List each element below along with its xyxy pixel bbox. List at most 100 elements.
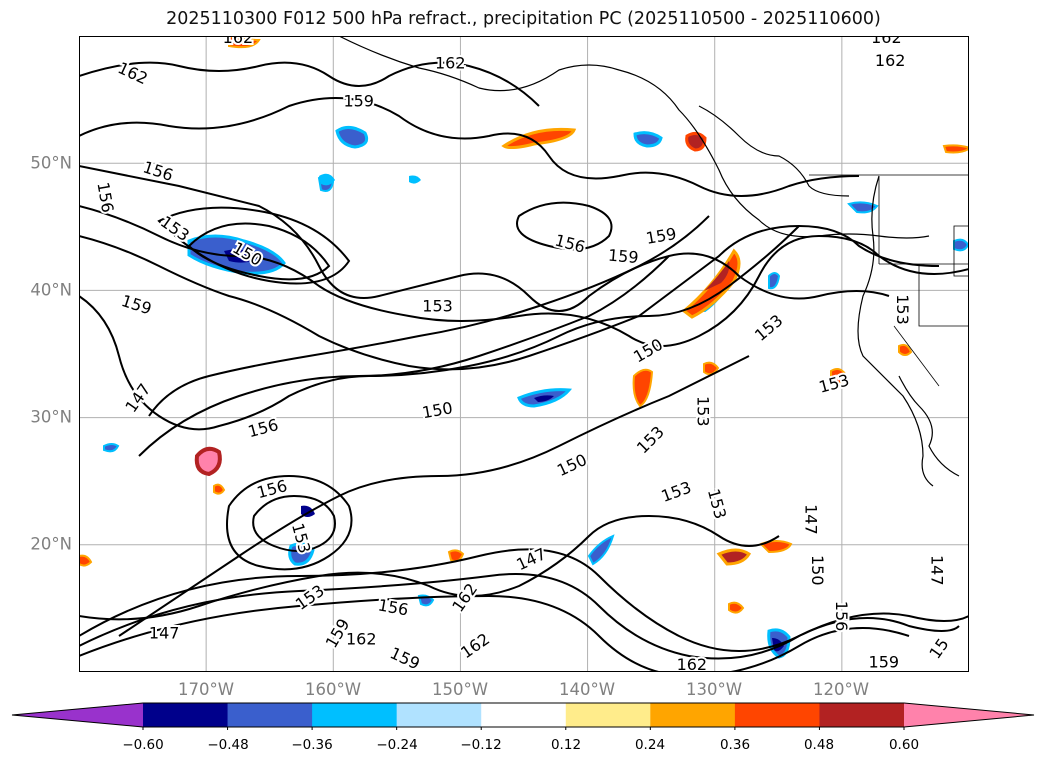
contour-156-loop [226, 474, 353, 571]
svg-text:153: 153 [633, 422, 668, 457]
contour-label: 150 [806, 553, 829, 588]
contour-150 [79, 224, 940, 371]
contour-label: 162 [221, 36, 256, 49]
contour-labels: 162 162 162 162 162 159 156 156 153 150 159 156 159 1… [91, 36, 954, 672]
lon-label-170w: 170°W [177, 680, 235, 699]
state-border [893, 325, 940, 387]
colorbar-min-arrow [12, 703, 143, 727]
colorbar-segment [143, 703, 229, 727]
svg-text:150: 150 [421, 398, 454, 422]
precip-pos-blob [501, 127, 577, 150]
alaska-coast [338, 36, 930, 239]
colorbar-tick: 0.48 [803, 737, 835, 753]
lon-label-150w: 150°W [431, 680, 489, 699]
precip-pos-blob [685, 131, 707, 152]
precip-pos-blob [79, 554, 93, 567]
svg-text:159: 159 [119, 291, 154, 319]
colorbar-segment [819, 703, 905, 727]
contour-label: 156 [375, 593, 412, 621]
svg-text:162: 162 [346, 630, 377, 649]
precip-pos-blob [228, 36, 261, 49]
contour-label: 156 [551, 229, 589, 259]
colorbar-tick: −0.24 [376, 737, 418, 753]
svg-text:153: 153 [422, 296, 453, 315]
contour-label: 162 [446, 578, 483, 618]
contour-159-south [79, 573, 960, 660]
contour-150 [118, 355, 750, 637]
svg-text:162: 162 [677, 655, 708, 672]
svg-text:147: 147 [149, 623, 180, 642]
colorbar [11, 702, 1035, 730]
us-west-coast [857, 175, 934, 487]
svg-text:153: 153 [893, 294, 912, 325]
svg-text:156: 156 [246, 415, 280, 441]
precip-pos-blob [703, 361, 720, 376]
contour-label: 147 [147, 621, 182, 644]
contour-label: 153 [692, 394, 715, 429]
contour-label: 147 [925, 553, 948, 588]
colorbar-tick: 0.24 [634, 737, 666, 753]
colorbar-segment [481, 703, 567, 727]
map-canvas[interactable]: 162 162 162 162 162 159 156 156 153 150 159 156 159 1… [79, 36, 969, 672]
svg-text:156: 156 [553, 231, 587, 257]
contour-153-loop [157, 206, 351, 285]
precip-neg-blob [103, 443, 120, 453]
precip-neg-blob [633, 131, 663, 148]
colorbar-tick: −0.12 [460, 737, 502, 753]
contour-162 [79, 61, 540, 107]
state-border [953, 225, 969, 277]
contour-label: 153 [420, 294, 455, 317]
svg-text:147: 147 [927, 555, 946, 586]
precip-pos-blob [704, 261, 730, 291]
map-panel[interactable]: 162 162 162 162 162 159 156 156 153 150 159 156 159 1… [79, 36, 969, 672]
svg-text:153: 153 [659, 478, 694, 506]
precip-neg-blob [768, 272, 781, 290]
svg-text:159: 159 [869, 653, 900, 672]
precip-neg-blob [587, 534, 615, 566]
precip-pos-blob [716, 548, 752, 566]
graticule [79, 36, 969, 672]
contour-label: 162 [433, 51, 468, 74]
contour-156-south [79, 594, 910, 672]
svg-text:150: 150 [808, 555, 827, 586]
svg-text:162: 162 [448, 580, 481, 616]
colorbar-tick: 0.36 [719, 737, 751, 753]
svg-text:156: 156 [832, 601, 851, 632]
contour-159-loop [516, 201, 613, 251]
contour-label: 159 [341, 90, 376, 113]
precip-pos-blob [213, 483, 226, 495]
svg-text:156: 156 [93, 181, 117, 214]
contour-label: 153 [749, 309, 789, 347]
precip-pos-blob [728, 601, 745, 614]
contour-156 [148, 215, 710, 417]
colorbar-tick: 0.12 [550, 737, 582, 753]
svg-text:162: 162 [457, 629, 493, 662]
bc-coast [698, 105, 850, 197]
contour-150-loop [187, 222, 331, 281]
contour-label: 162 [455, 627, 495, 664]
contour-label: 153 [631, 420, 670, 459]
contour-153 [138, 255, 670, 457]
lat-label-50n: 50°N [30, 153, 72, 173]
contour-label: 15 [923, 633, 954, 665]
svg-text:15: 15 [925, 635, 952, 663]
contour-label: 153 [815, 368, 853, 398]
svg-text:156: 156 [141, 157, 176, 185]
precip-pos-blob [898, 343, 913, 356]
contour-label: 162 [873, 49, 908, 72]
lon-label-130w: 130°W [685, 680, 743, 699]
precip-neg-blob [335, 126, 369, 149]
lon-label-120w: 120°W [812, 680, 870, 699]
svg-text:147: 147 [121, 380, 154, 416]
precip-neg-blob [288, 542, 315, 566]
state-border [918, 264, 969, 327]
baja-coast [898, 375, 960, 477]
svg-text:159: 159 [644, 224, 677, 248]
svg-text:153: 153 [704, 487, 730, 521]
svg-text:159: 159 [343, 92, 374, 111]
precip-neg-blob [319, 173, 335, 186]
svg-text:150: 150 [554, 450, 590, 480]
colorbar-segment [650, 703, 736, 727]
contour-label: 156 [830, 599, 853, 634]
svg-text:153: 153 [292, 581, 328, 614]
